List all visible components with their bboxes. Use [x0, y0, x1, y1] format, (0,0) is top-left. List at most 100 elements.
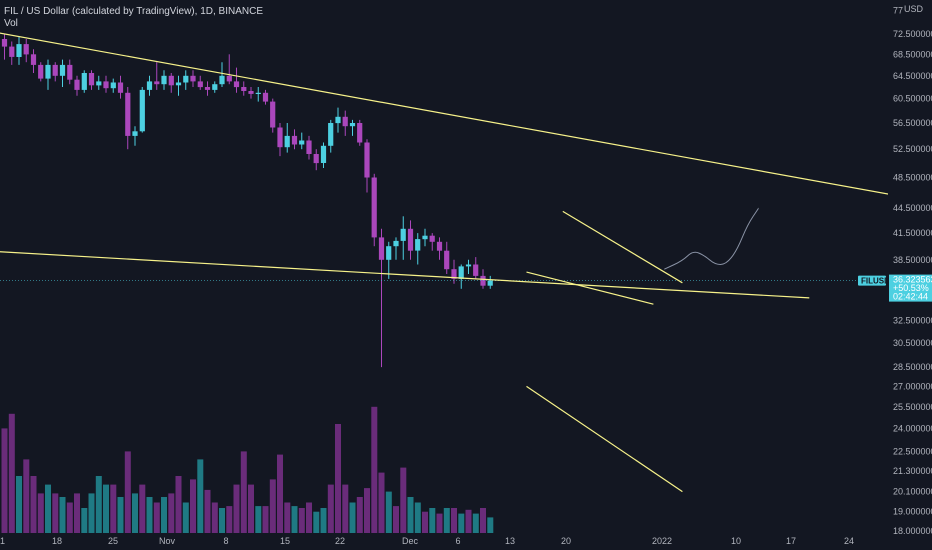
candle — [168, 73, 174, 93]
trendline[interactable] — [0, 251, 810, 299]
time-tick-label: 22 — [335, 536, 345, 546]
volume-bar — [175, 476, 182, 533]
price-tick-label: 77 — [893, 5, 903, 15]
trendline[interactable] — [562, 210, 683, 284]
price-tick-label: 24.000000 — [893, 423, 932, 433]
time-tick-label: 13 — [505, 536, 515, 546]
volume-bar — [16, 476, 22, 533]
volume-bar — [23, 459, 30, 533]
candle — [132, 126, 138, 146]
volume-label: Vol — [4, 18, 18, 29]
volume-bar — [458, 513, 465, 533]
time-axis-bg[interactable] — [0, 534, 888, 550]
candle — [16, 36, 22, 65]
candle — [9, 41, 15, 65]
candle — [357, 119, 363, 146]
volume-bar — [487, 517, 494, 533]
price-tick-label: 44.500000 — [893, 203, 932, 213]
candle — [139, 87, 145, 133]
candle — [458, 264, 464, 289]
volume-bar — [407, 497, 414, 533]
volume-bar — [480, 508, 486, 533]
volume-bar — [429, 508, 436, 533]
candle — [255, 87, 261, 102]
candle — [436, 237, 443, 260]
price-tick-label: 18.000000 — [893, 526, 932, 536]
volume-bar — [255, 506, 262, 533]
candle — [226, 54, 232, 85]
time-tick-label: 17 — [786, 536, 796, 546]
price-tick-label: 19.000000 — [893, 507, 932, 517]
candle — [262, 89, 269, 105]
time-tick-label: Dec — [402, 536, 419, 546]
volume-bar — [74, 493, 80, 533]
candle — [146, 75, 153, 96]
price-tick-label: 28.500000 — [893, 362, 932, 372]
volume-bar — [8, 413, 15, 533]
volume-bar — [161, 497, 167, 533]
candle — [415, 233, 421, 265]
volume-bar — [262, 506, 269, 533]
price-tick-label: 56.500000 — [893, 118, 932, 128]
candle — [248, 87, 254, 99]
price-tick-label: 27.000000 — [893, 381, 932, 391]
candle — [110, 78, 116, 93]
price-tick-label: 38.500000 — [893, 255, 932, 265]
candle — [241, 81, 247, 96]
candle — [270, 98, 276, 133]
volume-bar — [66, 502, 73, 533]
symbol-tag-label: FILUSD — [861, 277, 890, 286]
candle — [342, 110, 348, 136]
volume-bar — [190, 479, 196, 533]
candle — [364, 139, 370, 193]
price-tick-label: 20.100000 — [893, 487, 932, 497]
trendline[interactable] — [526, 271, 654, 305]
price-tag-countdown: 02:42:44 — [893, 292, 928, 302]
volume-bar — [30, 476, 37, 533]
volume-bar — [117, 497, 124, 533]
candle — [473, 257, 479, 279]
candle — [103, 75, 109, 93]
chart-header: FIL / US Dollar (calculated by TradingVi… — [4, 6, 263, 30]
volume-bar — [1, 428, 8, 533]
candle — [393, 237, 399, 260]
time-tick-label: 1 — [0, 536, 5, 546]
price-tag-change: +50.53% — [893, 283, 929, 293]
time-tick-label: Nov — [159, 536, 176, 546]
volume-bar — [349, 502, 356, 533]
candle — [400, 216, 406, 260]
volume-bar — [81, 508, 88, 533]
time-tick-label: 24 — [844, 536, 854, 546]
volume-bar — [124, 451, 131, 533]
candle — [219, 62, 225, 87]
candle — [117, 75, 124, 99]
time-tick-label: 6 — [455, 536, 460, 546]
time-axis[interactable]: 1 18 25 Nov 8 15 22 Dec 6 13 20 2022 10 17 24 — [0, 534, 888, 550]
trendline[interactable] — [526, 385, 683, 493]
price-tick-label: 72.500000 — [893, 29, 932, 39]
volume-bar — [313, 511, 320, 533]
candle — [183, 70, 189, 90]
volume-bar — [233, 484, 240, 533]
candle — [487, 275, 493, 289]
volume-bar — [219, 508, 225, 533]
volume-bar — [204, 489, 211, 533]
projection-path[interactable] — [664, 207, 760, 270]
volume-bar — [393, 506, 399, 533]
candle — [212, 81, 218, 93]
candle — [328, 119, 334, 153]
volume-bar — [436, 513, 443, 533]
price-tick-label: 22.500000 — [893, 446, 932, 456]
candle — [154, 62, 160, 90]
price-tag — [889, 274, 932, 302]
volume-bar — [240, 451, 247, 533]
last-price-tag: FILUSD 36.323563+50.53%02:42:44 — [858, 274, 932, 302]
volume-bar — [45, 484, 51, 533]
price-tick-label: 32.500000 — [893, 315, 932, 325]
candle — [451, 259, 457, 284]
candle — [88, 70, 95, 90]
currency-label[interactable]: USD — [904, 4, 924, 14]
volume-bar — [385, 491, 392, 533]
time-tick-label: 25 — [108, 536, 118, 546]
